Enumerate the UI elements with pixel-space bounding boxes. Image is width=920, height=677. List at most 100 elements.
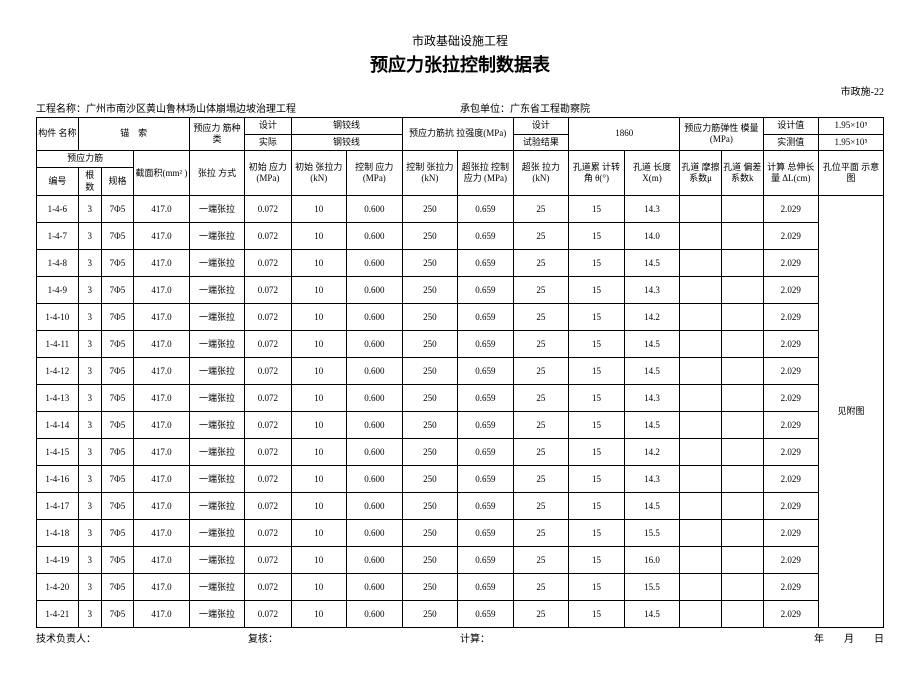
- cell: 0.072: [245, 520, 291, 547]
- cell: 15: [569, 331, 625, 358]
- cell: [721, 277, 763, 304]
- cell: 10: [291, 250, 347, 277]
- cell: 3: [78, 439, 101, 466]
- cell: 0.659: [458, 574, 514, 601]
- cell: 2.029: [763, 304, 819, 331]
- cell: 0.600: [347, 520, 403, 547]
- h-anchor: 锚 索: [78, 118, 189, 151]
- cell: [680, 574, 722, 601]
- h-designv: 设计值: [763, 118, 819, 135]
- cell: 1-4-10: [37, 304, 79, 331]
- cell: 16.0: [624, 547, 680, 574]
- cell: 417.0: [134, 223, 190, 250]
- cell: 250: [402, 250, 458, 277]
- cell: 2.029: [763, 223, 819, 250]
- cell: 25: [513, 331, 569, 358]
- cell: [721, 412, 763, 439]
- cell: 3: [78, 574, 101, 601]
- cell: [680, 547, 722, 574]
- h-strand1: 钢铰线: [291, 118, 402, 135]
- cell: 0.659: [458, 304, 514, 331]
- cell: [721, 250, 763, 277]
- cell: [721, 196, 763, 223]
- cell: [721, 574, 763, 601]
- cell: 14.2: [624, 304, 680, 331]
- cell: 2.029: [763, 547, 819, 574]
- footer: 技术负责人： 复核： 计算： 年 月 日: [36, 630, 884, 645]
- cell: 25: [513, 574, 569, 601]
- cell: 10: [291, 196, 347, 223]
- cell: 0.600: [347, 304, 403, 331]
- cell: 15: [569, 304, 625, 331]
- h-measured: 实测值: [763, 134, 819, 151]
- cell: 7Φ5: [101, 277, 133, 304]
- cell: 10: [291, 358, 347, 385]
- cell: 7Φ5: [101, 412, 133, 439]
- cell: [721, 385, 763, 412]
- doc-code: 市政施-22: [36, 83, 884, 98]
- h-sci1: 1.95×10⁵: [819, 118, 884, 135]
- cell: 3: [78, 493, 101, 520]
- cell: 250: [402, 331, 458, 358]
- cell: 一端张拉: [189, 466, 245, 493]
- cell: 10: [291, 574, 347, 601]
- cell: 15: [569, 493, 625, 520]
- cell: 0.600: [347, 439, 403, 466]
- cell: 15: [569, 574, 625, 601]
- cell: 15: [569, 385, 625, 412]
- table-row: 1-4-637Φ5417.0一端张拉0.072100.6002500.65925…: [37, 196, 884, 223]
- cell: 0.659: [458, 385, 514, 412]
- cell: [680, 196, 722, 223]
- cell: 0.072: [245, 412, 291, 439]
- cell: 一端张拉: [189, 196, 245, 223]
- cell: 3: [78, 547, 101, 574]
- footer-review: 复核：: [248, 630, 460, 645]
- cell: 10: [291, 547, 347, 574]
- cell: 250: [402, 520, 458, 547]
- cell: [680, 601, 722, 628]
- cell: 15: [569, 358, 625, 385]
- cell: 25: [513, 250, 569, 277]
- cell: 250: [402, 439, 458, 466]
- cell: 一端张拉: [189, 412, 245, 439]
- cell: 250: [402, 493, 458, 520]
- h-tensile: 预应力筋抗 拉强度(MPa): [402, 118, 513, 151]
- cell: 25: [513, 466, 569, 493]
- cell: 25: [513, 223, 569, 250]
- h-no: 编号: [37, 168, 79, 196]
- h-strand2: 钢铰线: [291, 134, 402, 151]
- cell: 14.5: [624, 493, 680, 520]
- cell: 1-4-17: [37, 493, 79, 520]
- cell: [680, 331, 722, 358]
- cell: 417.0: [134, 412, 190, 439]
- cell: 25: [513, 277, 569, 304]
- cell: 25: [513, 547, 569, 574]
- table-row: 1-4-1837Φ5417.0一端张拉0.072100.6002500.6592…: [37, 520, 884, 547]
- cell: 1-4-7: [37, 223, 79, 250]
- cell: 250: [402, 547, 458, 574]
- cell: 0.600: [347, 601, 403, 628]
- cell: 250: [402, 412, 458, 439]
- cell: 0.600: [347, 466, 403, 493]
- cell: 2.029: [763, 601, 819, 628]
- cell: 15: [569, 439, 625, 466]
- cell: 417.0: [134, 358, 190, 385]
- cell: 14.5: [624, 601, 680, 628]
- cell: 25: [513, 520, 569, 547]
- cell: 7Φ5: [101, 304, 133, 331]
- cell: [721, 304, 763, 331]
- cell: [721, 547, 763, 574]
- cell: 14.0: [624, 223, 680, 250]
- cell: 7Φ5: [101, 331, 133, 358]
- cell: 15.5: [624, 520, 680, 547]
- h-c12: 孔位平面 示意图: [819, 151, 884, 196]
- cell: 250: [402, 385, 458, 412]
- contractor-name: 承包单位：广东省工程勘察院: [460, 100, 884, 115]
- cell: 一端张拉: [189, 385, 245, 412]
- cell: 0.072: [245, 601, 291, 628]
- table-row: 1-4-837Φ5417.0一端张拉0.072100.6002500.65925…: [37, 250, 884, 277]
- cell: 25: [513, 385, 569, 412]
- cell: 0.659: [458, 601, 514, 628]
- cell: 0.072: [245, 250, 291, 277]
- cell: 一端张拉: [189, 547, 245, 574]
